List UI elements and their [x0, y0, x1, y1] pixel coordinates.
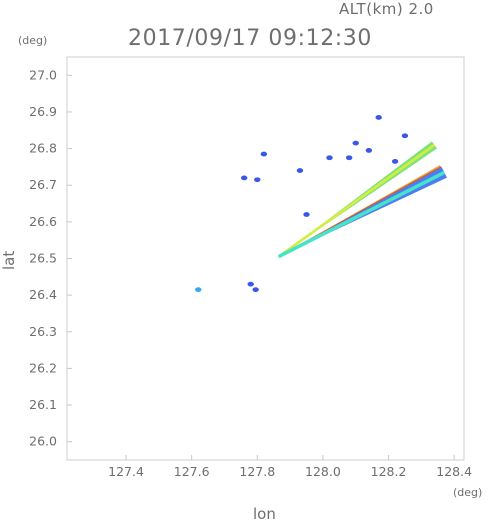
echo-point	[240, 175, 248, 181]
y-tick-label: 26.6	[29, 214, 57, 229]
y-tick-label: 26.7	[29, 177, 57, 192]
axis-ticks: 26.0 26.1 26.2 26.3 26.4 26.5 26.6 26.7 26.8 26.9…	[29, 67, 472, 479]
echo-point	[352, 140, 359, 146]
y-tick-label: 26.4	[29, 287, 57, 302]
x-unit-label: (deg)	[453, 486, 483, 499]
x-tick-label: 127.6	[174, 464, 210, 479]
y-unit-label: (deg)	[18, 34, 48, 47]
y-tick-label: 26.5	[29, 251, 57, 266]
echo-point	[303, 212, 310, 217]
echo-point	[401, 133, 409, 139]
lower-beam-core	[277, 170, 446, 259]
echo-point	[391, 159, 399, 164]
echo-point	[247, 281, 254, 287]
y-tick-label: 26.3	[29, 324, 57, 339]
echo-point	[252, 287, 259, 293]
plot-frame	[66, 56, 465, 461]
echo-point	[365, 148, 373, 153]
y-tick-label: 26.1	[29, 397, 57, 412]
x-tick-label: 127.8	[239, 464, 275, 479]
echo-point	[345, 155, 353, 161]
x-tick-label: 127.4	[108, 464, 144, 479]
x-tick-label: 128.0	[305, 464, 341, 479]
echo-marks	[195, 115, 447, 293]
plot-border	[66, 56, 465, 461]
echo-point	[260, 151, 268, 157]
echo-point	[195, 287, 202, 293]
chart-title: 2017/09/17 09:12:30	[128, 26, 373, 51]
y-tick-label: 26.9	[29, 104, 57, 119]
altitude-label: ALT(km) 2.0	[339, 0, 434, 18]
y-tick-label: 26.8	[29, 141, 57, 156]
upper-beam-core	[277, 143, 436, 258]
x-tick-label: 128.4	[436, 464, 472, 479]
x-tick-label: 128.2	[371, 464, 407, 479]
echo-point	[254, 177, 261, 183]
echo-point	[296, 168, 304, 173]
y-tick-label: 26.2	[29, 360, 57, 375]
x-axis-label: lon	[253, 505, 276, 523]
echo-point	[326, 155, 333, 161]
echo-point	[375, 115, 382, 120]
y-tick-label: 26.0	[29, 434, 57, 449]
y-tick-label: 27.0	[29, 67, 57, 82]
